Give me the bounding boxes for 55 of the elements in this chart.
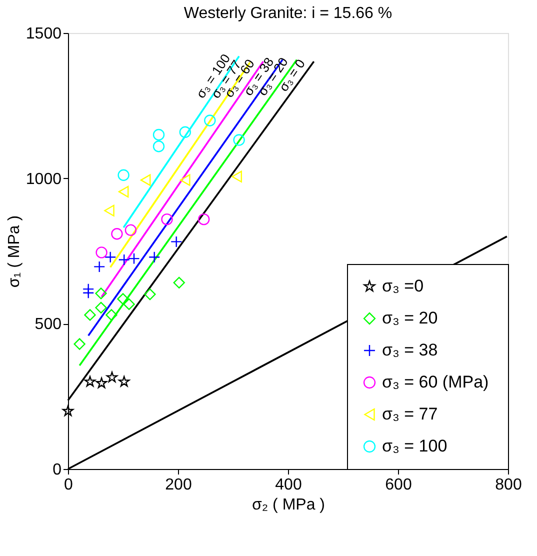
y-tick-label: 0 [52, 462, 62, 478]
y-tick-label: 1500 [26, 26, 62, 42]
point [96, 377, 108, 388]
point [118, 169, 130, 181]
legend-label: σ₃ = 20 [382, 308, 438, 328]
point [111, 228, 123, 240]
point [96, 246, 108, 258]
point [152, 140, 165, 152]
chart-title: Westerly Granite: i = 15.66 % [184, 5, 392, 22]
x-tick-label: 600 [385, 476, 412, 494]
point [152, 128, 165, 141]
y-axis-title: σ₁ ( MPa ) [6, 215, 23, 288]
point [104, 251, 116, 263]
point [180, 174, 190, 186]
point [106, 309, 118, 321]
point [118, 376, 130, 387]
point [233, 134, 245, 146]
x-tick-label: 200 [165, 476, 192, 494]
point [128, 252, 140, 264]
point [198, 213, 210, 226]
point [161, 213, 173, 226]
point [94, 260, 106, 273]
point [95, 302, 107, 314]
point [148, 251, 160, 263]
point [140, 174, 151, 186]
point [62, 405, 74, 416]
point [124, 224, 137, 236]
x-tick-label: 0 [64, 476, 74, 494]
point [74, 338, 86, 350]
point [204, 114, 216, 126]
point [173, 276, 185, 289]
x-axis-title: σ₂ ( MPa ) [252, 496, 325, 514]
point [179, 126, 191, 138]
x-tick-label: 400 [275, 476, 302, 494]
point [170, 236, 182, 248]
point [117, 293, 129, 305]
x-tick-label: 800 [495, 476, 522, 494]
point [104, 204, 114, 216]
y-tick-label: 1000 [26, 170, 62, 188]
point [106, 372, 118, 382]
y-tick-label: 500 [34, 316, 62, 334]
point [95, 288, 107, 300]
point [123, 298, 135, 310]
point [118, 254, 130, 266]
legend-label: σ₃ = 60 (MPa) [382, 372, 489, 392]
point [84, 376, 96, 387]
legend-label: σ₃ = 77 [382, 404, 438, 424]
point [232, 170, 242, 182]
point [118, 186, 129, 198]
point [82, 287, 94, 299]
legend-label: σ₃ = 38 [382, 340, 438, 360]
legend-label: σ₃ = 100 [382, 436, 448, 456]
point [84, 309, 96, 321]
point [144, 288, 156, 300]
legend-label: σ₃ =0 [382, 276, 424, 296]
